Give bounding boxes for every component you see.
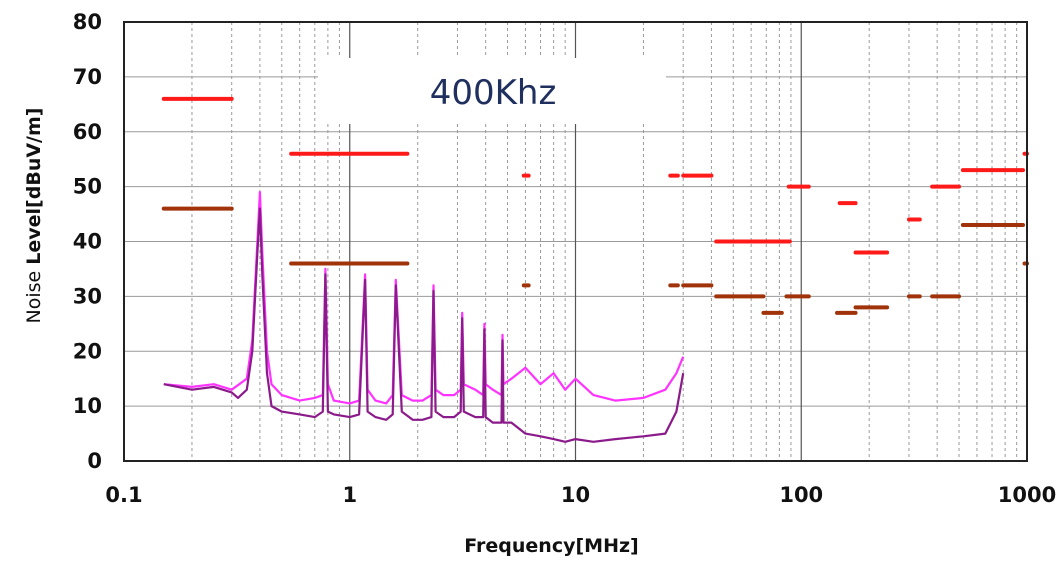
annotation-400khz: 400Khz	[430, 73, 557, 113]
y-tick-label: 40	[73, 230, 102, 254]
y-tick-label: 80	[73, 10, 102, 34]
y-tick-label: 60	[73, 120, 102, 144]
y-axis-title-prefix: Noise	[23, 265, 45, 324]
series-average	[163, 207, 685, 443]
y-tick-label: 50	[73, 175, 102, 199]
y-tick-label: 70	[73, 65, 102, 89]
x-tick-label: 1	[342, 483, 357, 507]
y-tick-label: 0	[87, 449, 102, 473]
x-tick-label: 10	[561, 483, 590, 507]
y-tick-label: 10	[73, 394, 102, 418]
annotation-box	[318, 58, 666, 124]
x-tick-label: 100	[779, 483, 823, 507]
noise-series	[163, 191, 685, 443]
plot-frame	[123, 21, 1028, 462]
y-tick-label: 30	[73, 284, 102, 308]
y-tick-label: 20	[73, 339, 102, 363]
tick-labels: 0 10 20 30 40 50 60 70 80 0.1 1 10 100 1000	[73, 10, 1056, 507]
x-tick-label: 1000	[998, 483, 1056, 507]
x-axis-title: Frequency[MHz]	[464, 535, 638, 557]
series-peak	[163, 191, 685, 405]
x-tick-label: 0.1	[105, 483, 142, 507]
y-axis-title: Noise Level[dBuV/m]	[23, 108, 45, 324]
limit-lines	[161, 96, 1029, 315]
y-axis-title-main: Level[dBuV/m]	[23, 108, 45, 265]
